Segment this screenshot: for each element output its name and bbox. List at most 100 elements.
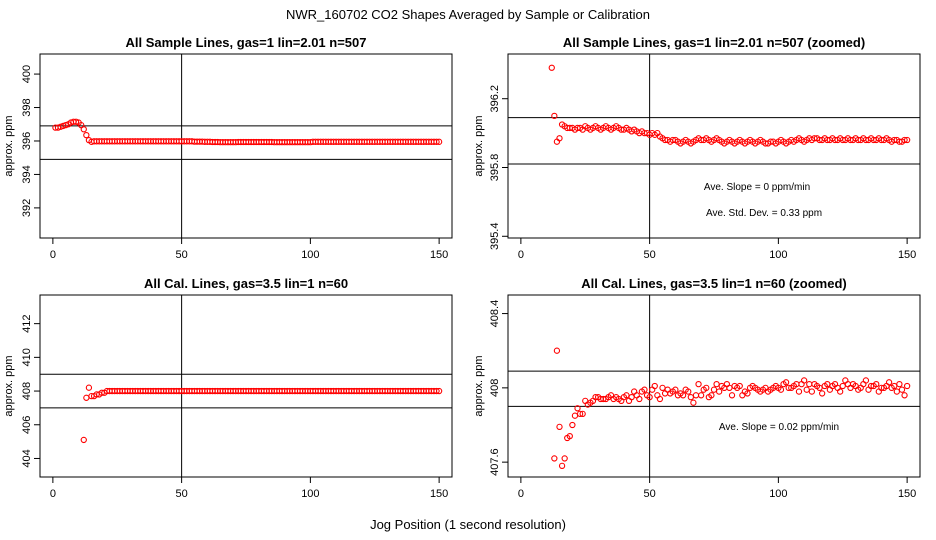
plot-frame — [39, 294, 453, 478]
data-point — [600, 395, 607, 403]
data-point — [83, 394, 90, 401]
data-point — [808, 388, 815, 395]
data-point — [661, 390, 669, 397]
data-point — [875, 388, 882, 395]
y-tick-label: 408 — [489, 379, 501, 397]
series-points — [548, 64, 911, 147]
plot-frame — [507, 53, 921, 239]
data-point — [839, 382, 846, 390]
data-point — [80, 126, 87, 133]
y-tick-label: 408.4 — [489, 300, 501, 328]
data-point — [867, 382, 875, 390]
x-tick-label: 0 — [50, 249, 56, 261]
y-tick-label: 410 — [21, 348, 33, 366]
x-tick-label: 50 — [644, 249, 656, 261]
data-point — [777, 386, 785, 393]
y-tick-label: 396.2 — [489, 85, 501, 113]
data-point — [654, 392, 661, 399]
data-point — [641, 386, 648, 393]
x-tick-label: 100 — [769, 488, 787, 500]
data-point — [582, 397, 589, 405]
chart-panel-sample: All Sample Lines, gas=1 lin=2.01 n=507 ap… — [3, 35, 453, 261]
x-tick-label: 50 — [176, 488, 188, 500]
x-tick-label: 50 — [644, 488, 656, 500]
x-tick-label: 0 — [518, 488, 524, 500]
data-point — [679, 392, 687, 399]
data-point — [847, 384, 854, 392]
data-point — [713, 380, 720, 388]
data-point — [556, 423, 563, 431]
data-point — [85, 384, 93, 391]
data-point — [873, 380, 880, 388]
data-point — [435, 138, 443, 145]
figure-x-label: Jog Position (1 second resolution) — [370, 517, 566, 532]
data-point — [844, 380, 852, 388]
data-point — [885, 379, 893, 386]
data-point — [795, 388, 803, 395]
y-tick-label: 404 — [21, 449, 33, 467]
data-point — [685, 388, 692, 395]
data-point — [649, 386, 656, 393]
y-tick-label: 400 — [21, 65, 33, 83]
data-point — [664, 386, 671, 393]
data-point — [798, 380, 805, 388]
data-point — [551, 455, 558, 462]
data-point — [834, 384, 841, 392]
x-tick-label: 0 — [50, 488, 56, 500]
data-point — [739, 392, 746, 399]
data-point — [782, 379, 790, 386]
y-axis-label: approx. ppm — [473, 355, 485, 416]
data-point — [816, 384, 823, 392]
data-point — [566, 432, 573, 440]
data-point — [726, 384, 733, 392]
data-point — [723, 380, 731, 388]
y-axis-label: approx. ppm — [3, 355, 15, 416]
data-point — [633, 392, 640, 399]
data-point — [893, 388, 900, 395]
chart-annotation: Ave. Slope = 0.02 ppm/min — [719, 422, 839, 433]
data-point — [574, 405, 581, 412]
data-point — [558, 462, 566, 470]
x-tick-label: 150 — [898, 249, 916, 261]
y-tick-label: 412 — [21, 314, 33, 332]
y-tick-label: 392 — [21, 199, 33, 217]
series-points — [551, 347, 911, 470]
data-point — [903, 382, 911, 390]
data-point — [579, 410, 586, 418]
data-point — [695, 380, 702, 388]
y-axis-label: approx. ppm — [3, 115, 15, 176]
data-point — [631, 388, 638, 395]
data-point — [728, 392, 736, 399]
data-point — [571, 412, 579, 419]
data-point — [842, 377, 849, 384]
data-point — [551, 112, 558, 120]
data-point — [561, 455, 568, 462]
x-tick-label: 100 — [301, 249, 319, 261]
data-point — [687, 393, 694, 401]
data-point — [576, 410, 584, 418]
data-point — [636, 395, 643, 403]
y-tick-label: 394 — [21, 165, 33, 183]
x-tick-label: 150 — [430, 488, 448, 500]
plot-frame — [507, 294, 921, 478]
data-point — [860, 380, 867, 388]
data-point — [556, 135, 563, 142]
y-tick-label: 406 — [21, 416, 33, 434]
chart-title: All Sample Lines, gas=1 lin=2.01 n=507 — [126, 35, 367, 50]
data-point — [692, 392, 700, 399]
y-tick-label: 407.6 — [489, 448, 501, 476]
y-tick-label: 395.8 — [489, 154, 501, 182]
chart-annotation: Ave. Std. Dev. = 0.33 ppm — [706, 208, 822, 219]
data-point — [628, 393, 635, 401]
data-point — [690, 399, 697, 406]
data-point — [80, 436, 87, 444]
chart-panel-sample-zoomed: All Sample Lines, gas=1 lin=2.01 n=507 (… — [473, 35, 921, 261]
data-point — [659, 384, 666, 392]
data-point — [433, 138, 440, 145]
data-point — [800, 377, 808, 384]
x-tick-label: 150 — [430, 249, 448, 261]
y-tick-label: 396 — [21, 132, 33, 150]
data-point — [901, 392, 908, 399]
chart-annotation: Ave. Slope = 0 ppm/min — [704, 182, 810, 193]
data-point — [672, 386, 679, 393]
